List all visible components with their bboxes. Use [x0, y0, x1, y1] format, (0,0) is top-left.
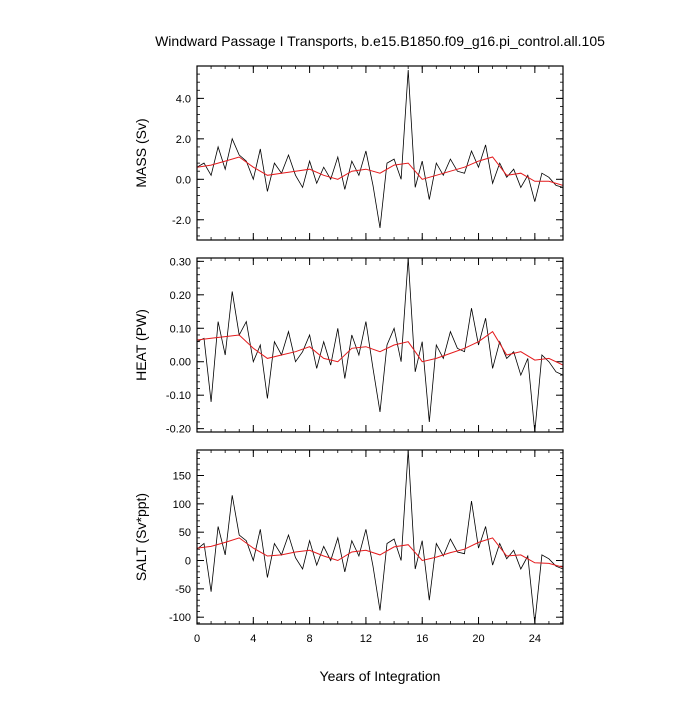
- chart-title: Windward Passage I Transports, b.e15.B18…: [155, 33, 605, 49]
- raw-series-line: [197, 258, 563, 432]
- panel-frame: [196, 65, 564, 241]
- y-axis-label: HEAT (PW): [133, 309, 149, 381]
- y-tick-label: 0.10: [170, 323, 191, 335]
- x-tick-label: 4: [250, 633, 256, 645]
- x-tick-label: 24: [529, 633, 541, 645]
- y-tick-label: -0.20: [166, 424, 191, 436]
- y-tick-label: 0: [185, 556, 191, 568]
- y-tick-label: 4.0: [176, 93, 191, 105]
- x-tick-label: 0: [194, 633, 200, 645]
- raw-series-line: [197, 450, 563, 623]
- panel-2: -0.20 -0.10 0.00 0.10 0.20 0.30 HEAT (PW): [133, 256, 564, 436]
- y-tick-label: 0.00: [170, 357, 191, 369]
- panel-frame: [196, 449, 564, 625]
- y-tick-label: 0.0: [176, 174, 191, 186]
- panel-frame: [196, 257, 564, 433]
- y-axis-label: MASS (Sv): [133, 118, 149, 187]
- y-tick-label: 150: [173, 471, 191, 483]
- y-tick-label: 0.20: [170, 290, 191, 302]
- smoothed-series-line: [197, 330, 563, 366]
- y-tick-label: -2.0: [172, 215, 191, 227]
- x-axis-label: Years of Integration: [320, 668, 441, 684]
- raw-series-line: [197, 69, 563, 228]
- y-tick-label: 0.30: [170, 256, 191, 268]
- x-tick-label: 8: [307, 633, 313, 645]
- y-tick-label: 100: [173, 499, 191, 511]
- y-tick-label: -0.10: [166, 390, 191, 402]
- smoothed-series-line: [197, 537, 563, 568]
- x-tick-label: 20: [472, 633, 484, 645]
- y-tick-label: 50: [179, 527, 191, 539]
- y-axis-label: SALT (Sv*ppt): [133, 493, 149, 581]
- y-tick-label: -50: [175, 584, 191, 596]
- x-tick-label: 12: [360, 633, 372, 645]
- x-tick-label: 16: [416, 633, 428, 645]
- y-tick-label: -100: [169, 612, 191, 624]
- panels-group: -2.0 0.0 2.0 4.0 MASS (Sv) -0.20 -0.10 0.00 0.10…: [133, 65, 564, 645]
- panel-3: -100 -50 0 50 100 150 0 4 8 12 16 20 24 SALT (Sv*ppt): [133, 449, 564, 645]
- y-tick-label: 2.0: [176, 134, 191, 146]
- panel-1: -2.0 0.0 2.0 4.0 MASS (Sv): [133, 65, 564, 241]
- smoothed-series-line: [197, 156, 563, 186]
